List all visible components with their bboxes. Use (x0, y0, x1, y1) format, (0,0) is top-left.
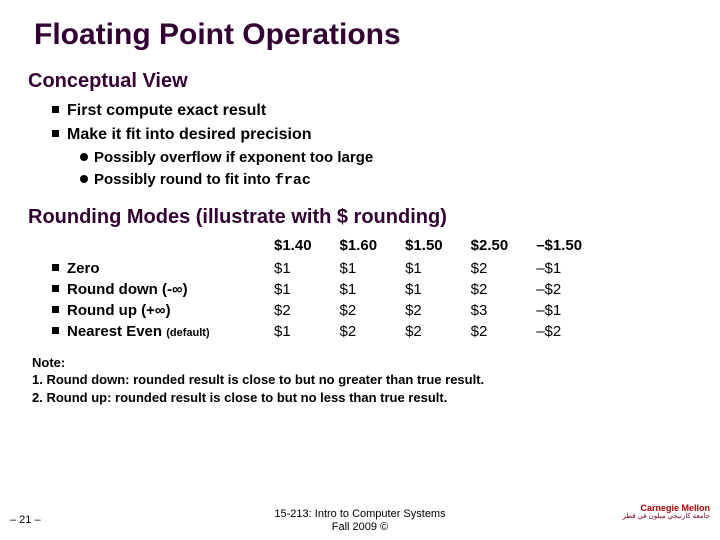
col-header: –$1.50 (522, 235, 596, 258)
table-row: Round down (-∞) $1 $1 $1 $2 –$2 (52, 279, 596, 300)
institution-logo: Carnegie Mellon جامعة كارنيجي ميلون في ق… (600, 504, 710, 530)
square-bullet-icon (52, 130, 59, 137)
subbullet-text: Possibly round to fit into (94, 171, 275, 188)
cell: $3 (457, 300, 523, 321)
course-line2: Fall 2009 © (332, 521, 388, 533)
mode-nearest-even: Nearest Even (default) (52, 321, 260, 342)
note-line: 2. Round up: rounded result is close to … (32, 390, 447, 405)
col-header: $1.50 (391, 235, 457, 258)
square-bullet-icon (52, 306, 59, 313)
circle-bullet-icon (80, 175, 88, 183)
section-conceptual-heading: Conceptual View (28, 70, 692, 93)
cell: –$1 (522, 300, 596, 321)
cell: $1 (391, 258, 457, 279)
cell: $1 (260, 258, 326, 279)
cell: $2 (457, 321, 523, 342)
bullet-compute: First compute exact result (52, 99, 692, 123)
cell: $2 (457, 258, 523, 279)
cell: $2 (326, 321, 392, 342)
subbullet-overflow: Possibly overflow if exponent too large (80, 147, 692, 169)
cell: $1 (326, 258, 392, 279)
bullet-text: First compute exact result (67, 102, 266, 119)
cell: $2 (326, 300, 392, 321)
cell: –$1 (522, 258, 596, 279)
cell: –$2 (522, 321, 596, 342)
default-label: (default) (166, 327, 209, 339)
frac-code: frac (275, 172, 311, 189)
cell: $2 (457, 279, 523, 300)
cell: $1 (391, 279, 457, 300)
cell: –$2 (522, 279, 596, 300)
slide-title: Floating Point Operations (34, 18, 692, 52)
rounding-table: $1.40 $1.60 $1.50 $2.50 –$1.50 Zero $1 $… (52, 235, 596, 342)
subbullet-round: Possibly round to fit into frac (80, 169, 692, 192)
course-line1: 15-213: Intro to Computer Systems (274, 508, 445, 520)
mode-round-down: Round down (-∞) (52, 279, 260, 300)
cell: $2 (391, 321, 457, 342)
rounding-table-wrap: $1.40 $1.60 $1.50 $2.50 –$1.50 Zero $1 $… (52, 235, 692, 342)
col-header: $1.60 (326, 235, 392, 258)
cell: $1 (326, 279, 392, 300)
section-rounding-heading: Rounding Modes (illustrate with $ roundi… (28, 206, 692, 229)
subbullet-text: Possibly overflow if exponent too large (94, 149, 373, 166)
circle-bullet-icon (80, 153, 88, 161)
square-bullet-icon (52, 285, 59, 292)
mode-round-up: Round up (+∞) (52, 300, 260, 321)
slide: Floating Point Operations Conceptual Vie… (0, 0, 720, 540)
square-bullet-icon (52, 327, 59, 334)
bullet-text: Make it fit into desired precision (67, 126, 312, 143)
logo-bottom: جامعة كارنيجي ميلون في قطر (600, 513, 710, 520)
bullet-fit: Make it fit into desired precision (52, 123, 692, 147)
note-title: Note: (32, 355, 65, 370)
mode-zero: Zero (52, 258, 260, 279)
square-bullet-icon (52, 264, 59, 271)
cell: $1 (260, 321, 326, 342)
cell: $2 (260, 300, 326, 321)
cell: $1 (260, 279, 326, 300)
table-row: Round up (+∞) $2 $2 $2 $3 –$1 (52, 300, 596, 321)
col-header: $2.50 (457, 235, 523, 258)
table-header-row: $1.40 $1.60 $1.50 $2.50 –$1.50 (52, 235, 596, 258)
cell: $2 (391, 300, 457, 321)
table-row: Nearest Even (default) $1 $2 $2 $2 –$2 (52, 321, 596, 342)
square-bullet-icon (52, 106, 59, 113)
logo-top: Carnegie Mellon (600, 504, 710, 513)
col-header: $1.40 (260, 235, 326, 258)
table-row: Zero $1 $1 $1 $2 –$1 (52, 258, 596, 279)
note-block: Note: 1. Round down: rounded result is c… (32, 354, 692, 407)
note-line: 1. Round down: rounded result is close t… (32, 372, 484, 387)
